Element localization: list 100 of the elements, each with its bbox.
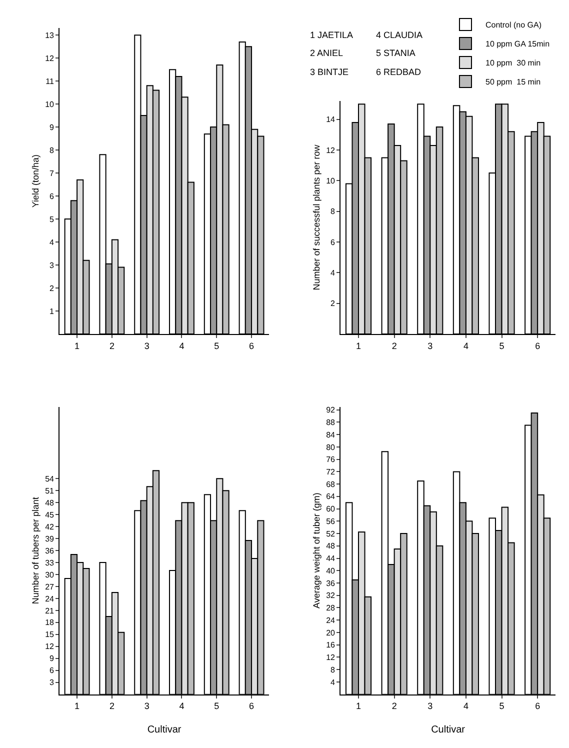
- y-tick-label: 24: [326, 616, 336, 625]
- y-tick-label: 5: [50, 214, 55, 224]
- x-tick-label: 3: [428, 340, 433, 351]
- y-tick-label: 51: [45, 486, 55, 496]
- y-tick-label: 15: [45, 630, 55, 640]
- x-axis-title: Cultivar: [147, 724, 182, 736]
- y-tick-label: 40: [326, 566, 336, 576]
- x-tick-label: 1: [356, 701, 362, 712]
- y-tick-label: 9: [50, 122, 55, 132]
- y-tick-label: 3: [50, 260, 55, 270]
- y-axis-title: Number of successful plants per row: [311, 144, 322, 290]
- x-tick-label: 2: [109, 340, 114, 351]
- y-tick-label: 6: [50, 666, 55, 676]
- y-tick-label: 9: [50, 654, 55, 664]
- x-tick-label: 2: [392, 701, 397, 712]
- x-tick-label: 5: [214, 340, 220, 351]
- y-tick-label: 1: [50, 306, 55, 316]
- y-tick-label: 20: [326, 628, 336, 638]
- y-tick-label: 28: [326, 604, 336, 613]
- y-tick-label: 72: [326, 467, 336, 476]
- y-tick-label: 12: [45, 54, 55, 63]
- text: 1 JAETILA: [310, 30, 354, 40]
- legend-label: 50 ppm 15 min: [485, 78, 541, 87]
- text: 2 ANIEL: [310, 48, 344, 58]
- x-tick-label: 2: [109, 701, 114, 712]
- y-tick-label: 7: [50, 168, 55, 178]
- y-axis-title: Number of tubers per plant: [30, 496, 40, 604]
- x-tick-label: 1: [74, 340, 80, 351]
- y-tick-label: 14: [326, 115, 336, 124]
- y-tick-label: 42: [45, 522, 55, 532]
- y-tick-label: 44: [326, 554, 336, 564]
- x-tick-label: 3: [144, 340, 150, 351]
- y-tick-label: 4: [50, 238, 55, 247]
- x-tick-label: 6: [535, 701, 540, 712]
- legend-label: 10 ppm GA 15min: [485, 40, 550, 49]
- y-tick-label: 8: [330, 665, 336, 674]
- x-tick-label: 5: [499, 340, 504, 351]
- x-tick-label: 6: [249, 340, 254, 351]
- y-tick-label: 24: [45, 594, 55, 604]
- y-tick-label: 32: [326, 591, 336, 600]
- x-tick-label: 5: [499, 701, 504, 712]
- x-tick-label: 3: [428, 701, 433, 712]
- y-tick-label: 10: [326, 176, 336, 186]
- y-tick-label: 84: [326, 430, 336, 440]
- y-tick-label: 48: [45, 498, 55, 508]
- y-tick-label: 11: [46, 76, 55, 86]
- x-tick-label: 4: [179, 340, 184, 351]
- y-tick-label: 33: [45, 558, 55, 568]
- y-tick-label: 92: [326, 406, 336, 415]
- y-tick-label: 6: [50, 192, 55, 201]
- y-tick-label: 88: [326, 418, 336, 428]
- x-tick-label: 4: [463, 340, 468, 351]
- x-tick-label: 1: [356, 340, 362, 351]
- x-tick-label: 6: [535, 340, 540, 351]
- y-axis-title: Average weight of tuber (gm): [311, 492, 322, 608]
- y-tick-label: 6: [330, 238, 336, 247]
- y-axis-title: Yield (ton/ha): [30, 154, 40, 208]
- y-tick-label: 4: [330, 678, 336, 687]
- legend-label: 10 ppm 30 min: [485, 58, 541, 68]
- x-tick-label: 5: [214, 701, 220, 712]
- y-tick-label: 10: [45, 100, 55, 109]
- y-tick-label: 3: [50, 678, 55, 688]
- x-tick-label: 4: [463, 701, 468, 712]
- y-tick-label: 12: [45, 642, 55, 652]
- text: 4 CLAUDIA: [376, 30, 423, 40]
- y-tick-label: 54: [45, 474, 55, 484]
- y-tick-label: 21: [45, 606, 55, 616]
- y-tick-label: 68: [326, 480, 336, 489]
- y-tick-label: 52: [326, 529, 336, 538]
- y-tick-label: 13: [45, 30, 55, 40]
- y-tick-label: 30: [45, 570, 55, 580]
- y-tick-label: 16: [326, 640, 336, 650]
- y-tick-label: 60: [326, 504, 336, 514]
- y-tick-label: 2: [50, 284, 55, 293]
- x-tick-label: 3: [144, 701, 150, 712]
- x-tick-label: 4: [179, 701, 184, 712]
- y-tick-label: 4: [330, 268, 336, 278]
- y-tick-label: 12: [326, 146, 336, 155]
- legend-label: Control (no GA): [485, 20, 542, 30]
- y-tick-label: 76: [326, 455, 336, 464]
- y-tick-label: 39: [45, 534, 55, 544]
- y-tick-label: 27: [45, 582, 55, 592]
- x-tick-label: 1: [74, 701, 80, 712]
- y-tick-label: 8: [50, 146, 55, 155]
- x-tick-label: 6: [249, 701, 254, 712]
- text: 3 BINTJE: [310, 67, 349, 77]
- y-tick-label: 48: [326, 542, 336, 551]
- y-tick-label: 64: [326, 492, 336, 502]
- y-tick-label: 56: [326, 516, 336, 526]
- text: 6 REDBAD: [376, 67, 422, 77]
- y-tick-label: 80: [326, 442, 336, 452]
- y-tick-label: 8: [330, 207, 336, 216]
- y-tick-label: 18: [45, 618, 55, 628]
- y-tick-label: 36: [326, 578, 336, 588]
- x-axis-title: Cultivar: [431, 724, 466, 736]
- y-tick-label: 45: [45, 510, 55, 520]
- y-tick-label: 12: [326, 653, 336, 662]
- y-tick-label: 2: [330, 299, 336, 308]
- x-tick-label: 2: [392, 340, 397, 351]
- text: 5 STANIA: [376, 48, 416, 58]
